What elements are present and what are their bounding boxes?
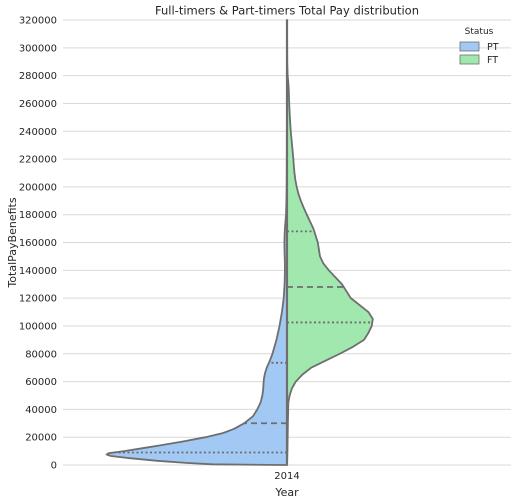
legend-label-pt: PT [487,42,499,53]
y-axis-label: TotalPayBenefits [6,197,19,288]
y-tick-label: 180000 [19,210,57,221]
y-tick-label: 120000 [19,294,57,305]
y-tick-label: 80000 [25,349,57,360]
violin-ft [286,19,374,466]
legend-swatch-pt [459,41,480,52]
y-tick-label: 160000 [19,238,57,249]
y-tick-label: 60000 [25,377,57,388]
y-tick-label: 220000 [19,155,57,166]
x-axis-ticks: 2014 [274,471,299,482]
x-axis-label: Year [274,486,299,499]
y-tick-label: 100000 [19,321,57,332]
y-tick-label: 300000 [19,43,57,54]
y-tick-label: 200000 [19,182,57,193]
chart-title: Full-timers & Part-timers Total Pay dist… [155,4,419,18]
legend-title: Status [465,27,494,37]
y-tick-label: 320000 [19,16,57,27]
legend-label-ft: FT [487,55,498,66]
y-tick-label: 280000 [19,71,57,82]
y-axis-ticks: 0 20000 40000 60000 80000 100000 120000 140000 1… [19,16,57,472]
x-tick-label: 2014 [274,471,299,482]
quartile-lines [113,230,373,454]
y-tick-label: 40000 [25,405,57,416]
legend: Status PT FT [459,27,499,66]
y-tick-label: 140000 [19,266,57,277]
violins [105,19,374,466]
y-tick-label: 0 [51,461,57,472]
y-tick-label: 240000 [19,127,57,138]
plot-area [63,19,511,466]
violin-pt [105,19,288,466]
y-tick-label: 20000 [25,433,57,444]
legend-swatch-ft [459,54,480,65]
y-tick-label: 260000 [19,99,57,110]
legend-entries: PT FT [459,41,499,66]
